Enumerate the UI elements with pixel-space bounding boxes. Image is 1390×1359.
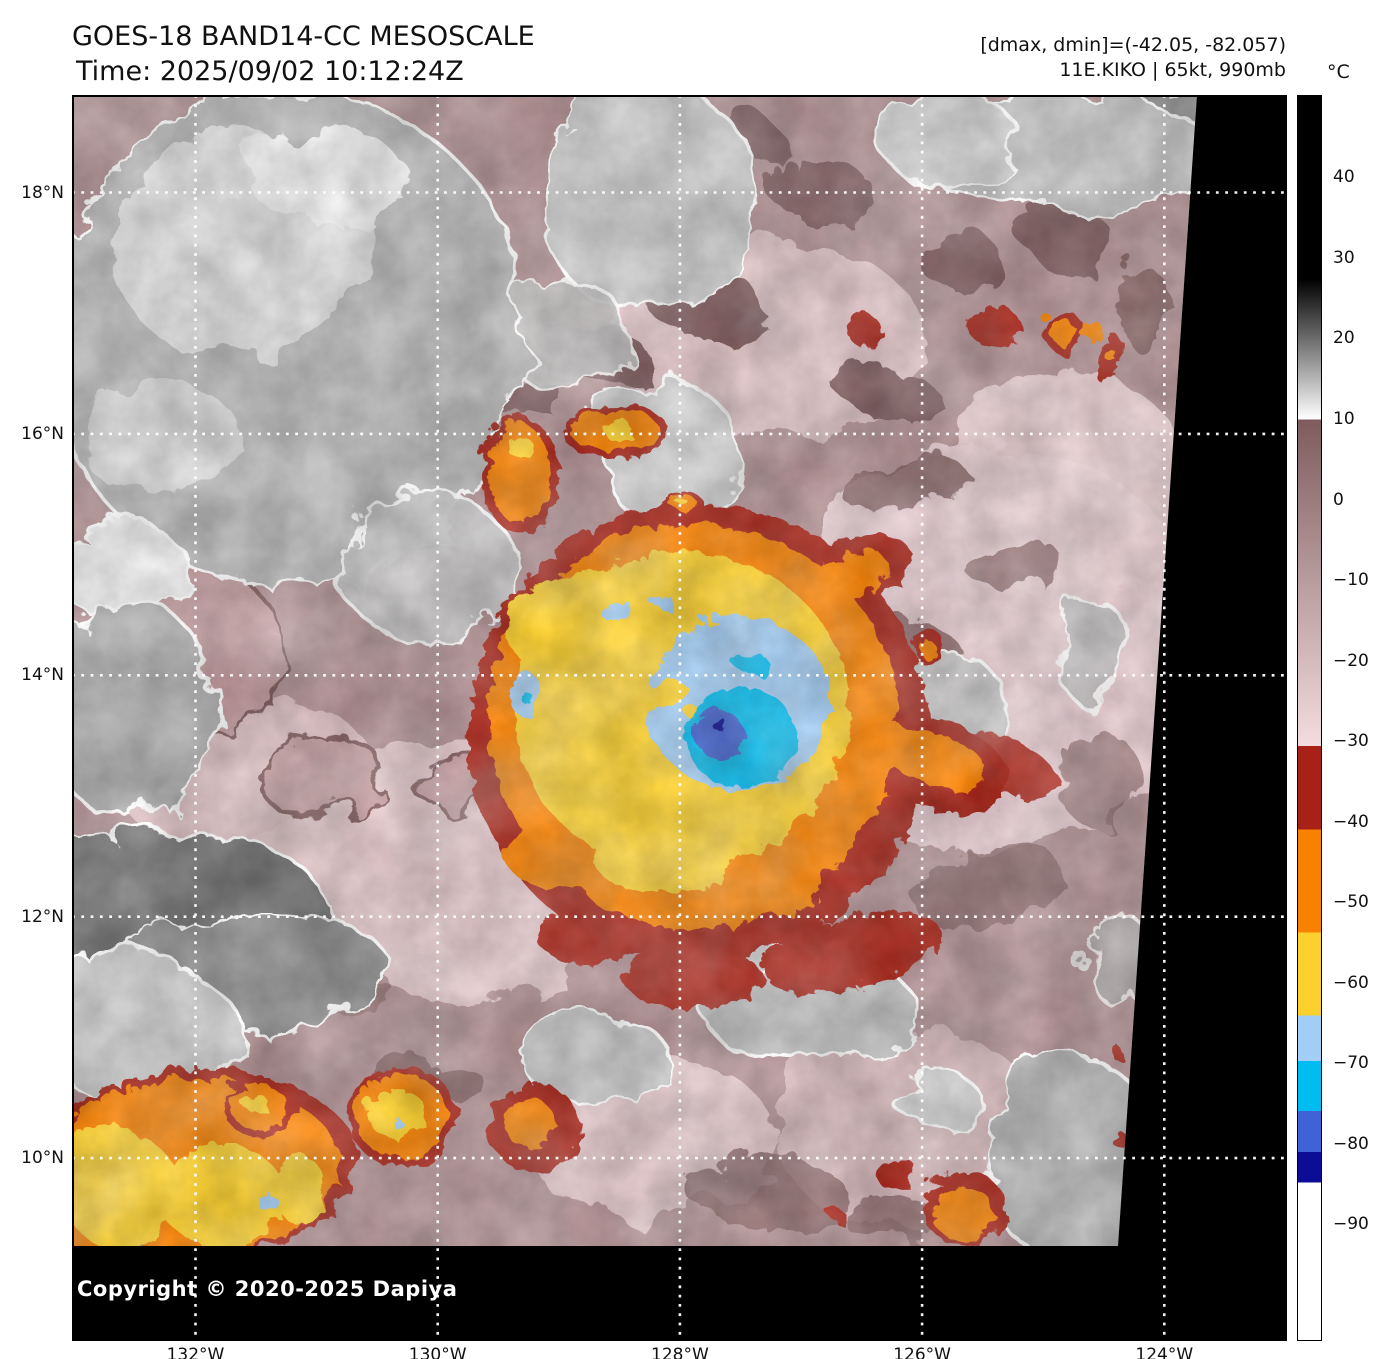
lat-label: 18°N bbox=[21, 182, 64, 203]
colorbar-tick-label: −70 bbox=[1333, 1053, 1369, 1074]
lon-label: 128°W bbox=[651, 1345, 709, 1359]
lat-label: 10°N bbox=[21, 1148, 64, 1169]
colorbar-tick-label: 20 bbox=[1333, 328, 1355, 349]
colorbar-tick-label: −90 bbox=[1333, 1214, 1369, 1235]
timestamp: Time: 2025/09/02 10:12:24Z bbox=[76, 56, 464, 87]
no-data-region bbox=[72, 95, 1287, 1341]
lon-label: 126°W bbox=[893, 1345, 951, 1359]
colorbar-tick-label: 30 bbox=[1333, 247, 1355, 268]
colorbar-tick-label: −30 bbox=[1333, 731, 1369, 752]
colorbar-tick-label: −40 bbox=[1333, 811, 1369, 832]
colorbar-tick-label: 40 bbox=[1333, 167, 1355, 188]
map-border bbox=[72, 95, 1287, 1341]
lat-label: 12°N bbox=[21, 906, 64, 927]
colorbar-tick-label: −60 bbox=[1333, 972, 1369, 993]
lon-label: 132°W bbox=[166, 1345, 225, 1359]
colorbar-unit-label: °C bbox=[1327, 61, 1350, 83]
lat-label: 16°N bbox=[21, 423, 64, 444]
colorbar bbox=[1297, 95, 1322, 1341]
colorbar-tick-label: −20 bbox=[1333, 650, 1369, 671]
map-plot bbox=[72, 95, 1287, 1341]
lat-label: 14°N bbox=[21, 665, 64, 686]
satellite-image bbox=[72, 95, 1287, 1341]
colorbar-tick-label: −10 bbox=[1333, 570, 1369, 591]
colorbar-tick-label: 10 bbox=[1333, 408, 1355, 429]
colorbar-tick-label: −50 bbox=[1333, 892, 1369, 913]
lon-label: 124°W bbox=[1135, 1345, 1194, 1359]
data-region bbox=[72, 95, 1197, 1246]
dmax-dmin-annotation: [dmax, dmin]=(-42.05, -82.057) bbox=[980, 34, 1286, 56]
lon-label: 130°W bbox=[408, 1345, 467, 1359]
copyright-text: Copyright © 2020-2025 Dapiya bbox=[77, 1277, 458, 1301]
colorbar-tick-label: −80 bbox=[1333, 1133, 1369, 1154]
texture-dark bbox=[72, 95, 1197, 1246]
colorbar-tick-label: 0 bbox=[1333, 489, 1344, 510]
page-title: GOES-18 BAND14-CC MESOSCALE bbox=[72, 21, 535, 52]
storm-info-annotation: 11E.KIKO | 65kt, 990mb bbox=[1059, 59, 1286, 81]
